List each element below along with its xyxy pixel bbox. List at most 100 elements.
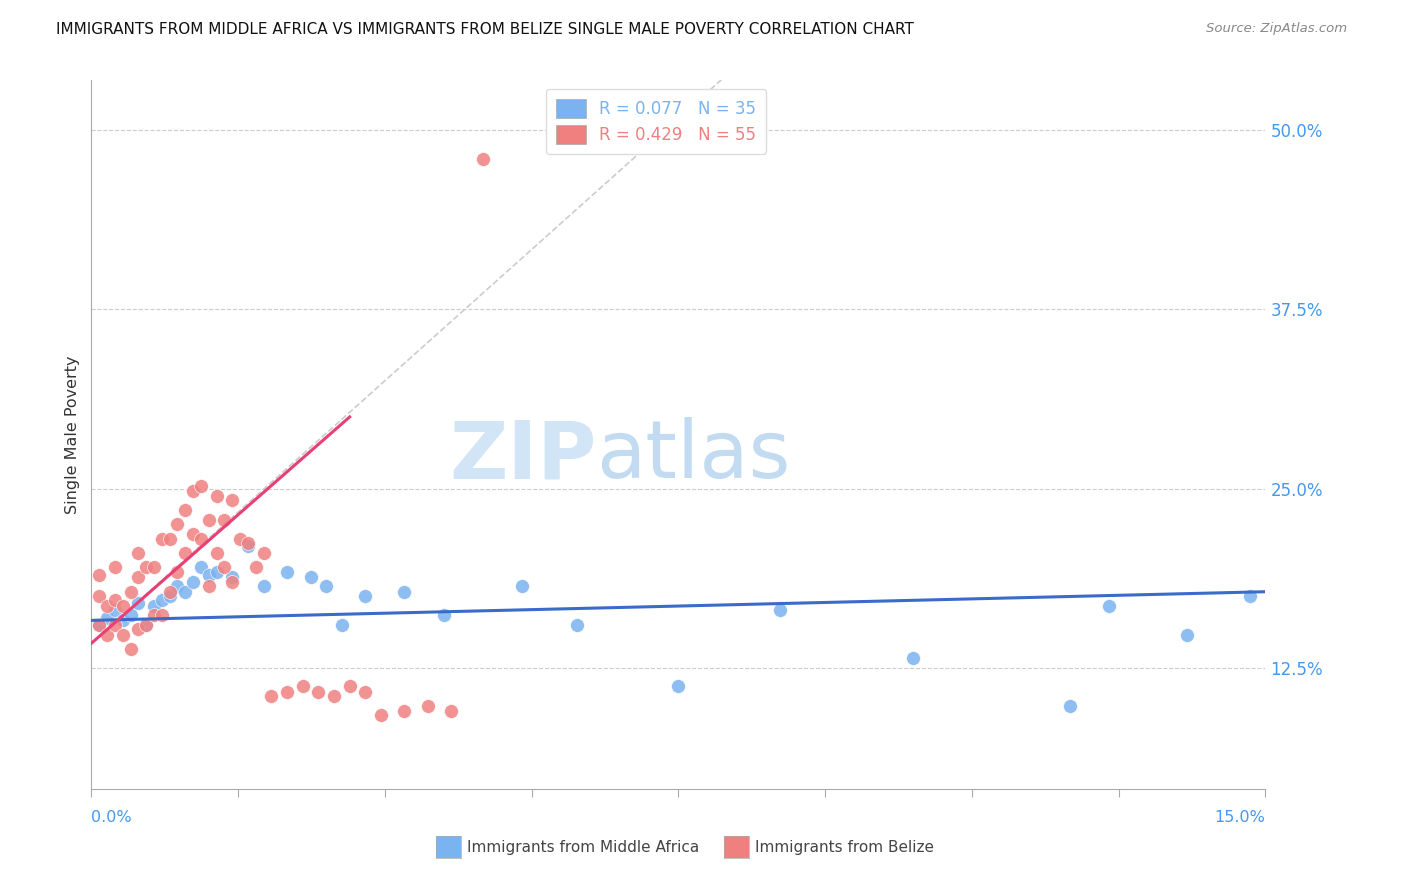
- Point: [143, 599, 166, 613]
- Point: [260, 690, 283, 704]
- Point: [96, 628, 118, 642]
- Point: [181, 484, 204, 499]
- Point: [299, 570, 322, 584]
- Point: [111, 628, 134, 642]
- Point: [166, 565, 188, 579]
- Point: [104, 603, 127, 617]
- Point: [229, 532, 252, 546]
- Point: [111, 613, 134, 627]
- Point: [276, 565, 298, 579]
- Point: [104, 593, 127, 607]
- Point: [197, 567, 219, 582]
- Point: [127, 622, 149, 636]
- Point: [432, 607, 454, 622]
- Point: [135, 560, 157, 574]
- Text: ZIP: ZIP: [449, 417, 596, 495]
- Point: [354, 685, 377, 699]
- Point: [205, 489, 228, 503]
- Point: [159, 584, 181, 599]
- Text: Immigrants from Middle Africa: Immigrants from Middle Africa: [467, 840, 699, 855]
- Point: [354, 589, 377, 603]
- Point: [1175, 628, 1198, 642]
- Text: 15.0%: 15.0%: [1215, 810, 1265, 825]
- Point: [135, 617, 157, 632]
- Text: Immigrants from Belize: Immigrants from Belize: [755, 840, 934, 855]
- Point: [221, 570, 243, 584]
- Point: [370, 707, 392, 722]
- Point: [416, 699, 439, 714]
- Point: [174, 503, 197, 517]
- Point: [510, 579, 533, 593]
- Text: Source: ZipAtlas.com: Source: ZipAtlas.com: [1206, 22, 1347, 36]
- Point: [315, 579, 337, 593]
- Point: [307, 685, 329, 699]
- Point: [104, 560, 127, 574]
- Point: [1059, 699, 1081, 714]
- Point: [150, 607, 173, 622]
- Point: [135, 617, 157, 632]
- Point: [190, 532, 212, 546]
- Point: [666, 679, 689, 693]
- Point: [89, 567, 111, 582]
- Point: [236, 539, 259, 553]
- Point: [89, 617, 111, 632]
- Point: [104, 617, 127, 632]
- Point: [252, 579, 274, 593]
- Point: [901, 650, 924, 665]
- Point: [166, 579, 188, 593]
- Point: [252, 546, 274, 560]
- Point: [205, 546, 228, 560]
- Text: IMMIGRANTS FROM MIDDLE AFRICA VS IMMIGRANTS FROM BELIZE SINGLE MALE POVERTY CORR: IMMIGRANTS FROM MIDDLE AFRICA VS IMMIGRA…: [56, 22, 914, 37]
- Point: [89, 617, 111, 632]
- Point: [769, 603, 792, 617]
- Text: 0.0%: 0.0%: [91, 810, 132, 825]
- Y-axis label: Single Male Poverty: Single Male Poverty: [65, 356, 80, 514]
- Point: [127, 546, 149, 560]
- Point: [181, 527, 204, 541]
- Point: [221, 493, 243, 508]
- Point: [197, 513, 219, 527]
- Point: [205, 565, 228, 579]
- Point: [221, 574, 243, 589]
- Point: [120, 584, 142, 599]
- Point: [276, 685, 298, 699]
- Point: [96, 599, 118, 613]
- Point: [150, 593, 173, 607]
- Point: [1098, 599, 1121, 613]
- Point: [150, 532, 173, 546]
- Point: [190, 560, 212, 574]
- Point: [181, 574, 204, 589]
- Point: [166, 517, 188, 532]
- Point: [339, 679, 361, 693]
- Point: [330, 617, 353, 632]
- Point: [111, 599, 134, 613]
- Point: [143, 560, 166, 574]
- Point: [323, 690, 346, 704]
- Point: [236, 536, 259, 550]
- Point: [245, 560, 267, 574]
- Point: [440, 704, 463, 718]
- Point: [96, 610, 118, 624]
- Text: atlas: atlas: [596, 417, 790, 495]
- Point: [1239, 589, 1261, 603]
- Point: [127, 570, 149, 584]
- Point: [214, 560, 236, 574]
- Legend: R = 0.077   N = 35, R = 0.429   N = 55: R = 0.077 N = 35, R = 0.429 N = 55: [546, 88, 766, 153]
- Point: [291, 679, 314, 693]
- Point: [127, 596, 149, 610]
- Point: [174, 546, 197, 560]
- Point: [89, 589, 111, 603]
- Point: [565, 617, 588, 632]
- Point: [159, 589, 181, 603]
- Point: [394, 704, 416, 718]
- Point: [394, 584, 416, 599]
- Point: [120, 642, 142, 657]
- Point: [471, 152, 494, 166]
- Point: [174, 584, 197, 599]
- Point: [197, 579, 219, 593]
- Point: [159, 532, 181, 546]
- Point: [143, 607, 166, 622]
- Point: [190, 479, 212, 493]
- Point: [120, 607, 142, 622]
- Point: [214, 513, 236, 527]
